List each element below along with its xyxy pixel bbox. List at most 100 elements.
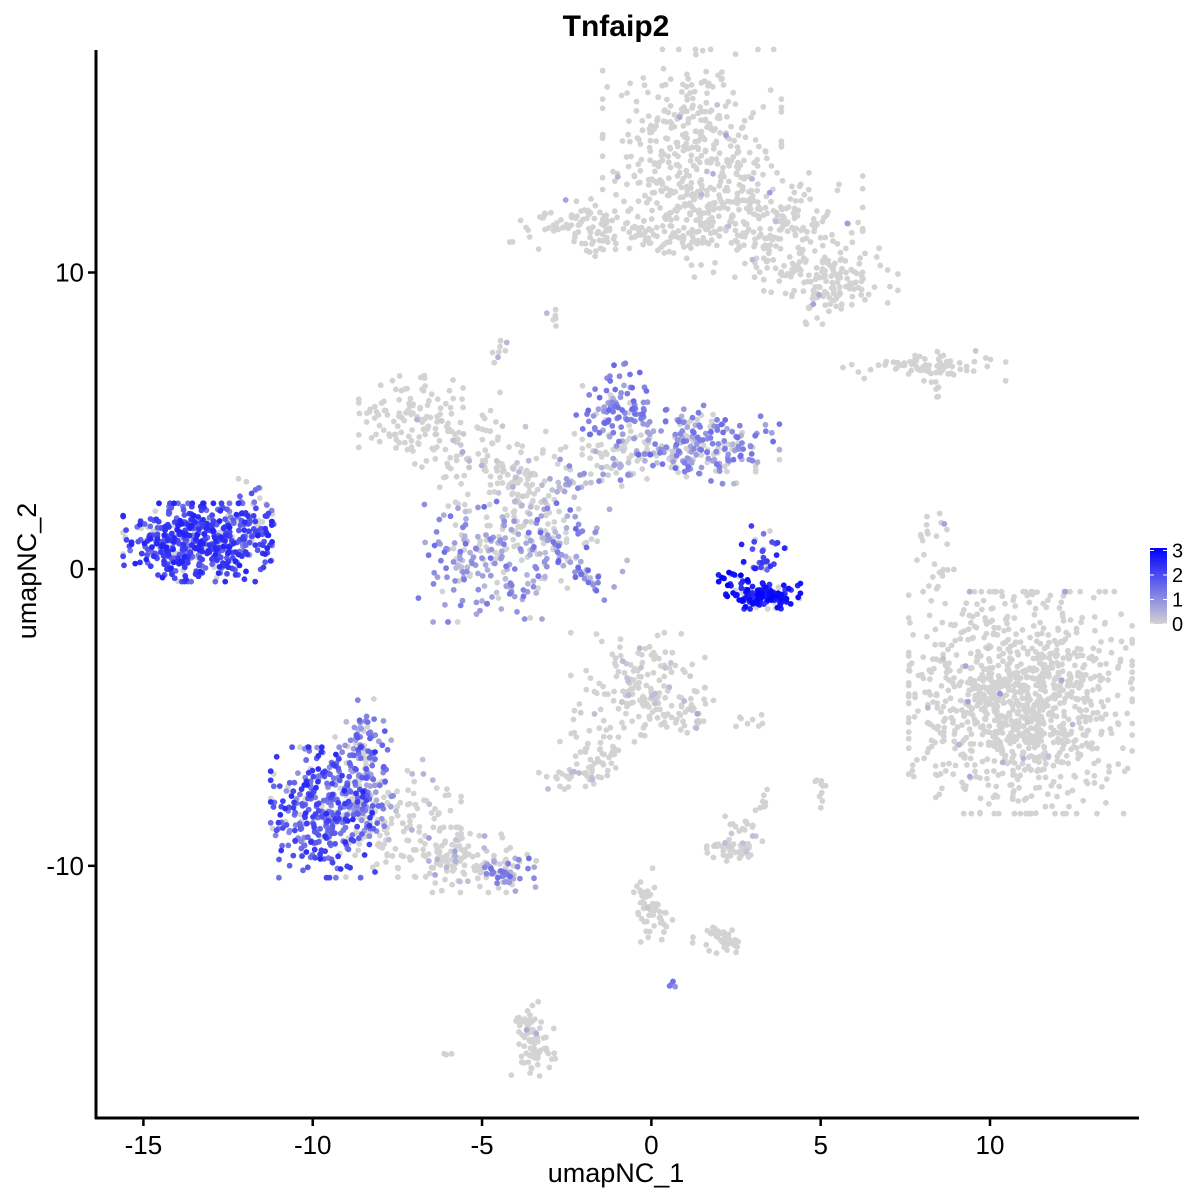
cell-point — [488, 865, 494, 872]
cell-point — [1129, 732, 1136, 738]
cell-point — [662, 81, 669, 88]
cell-point — [452, 848, 458, 855]
cell-point — [631, 889, 637, 896]
cell-point — [924, 513, 930, 520]
cell-point — [1006, 710, 1012, 716]
cell-point — [460, 569, 467, 576]
cell-point — [639, 466, 646, 472]
cell-point — [426, 801, 433, 808]
cell-point — [380, 764, 387, 771]
cell-point — [533, 1054, 540, 1060]
cell-point — [1102, 588, 1109, 595]
cell-point — [985, 645, 991, 652]
cell-point — [766, 189, 773, 196]
cell-point — [453, 453, 460, 460]
cell-point — [1060, 687, 1066, 693]
cell-point — [734, 150, 741, 156]
cell-point — [291, 827, 298, 834]
cell-point — [656, 908, 663, 915]
cell-point — [565, 784, 572, 790]
cell-point — [678, 630, 685, 637]
cell-point — [957, 697, 964, 704]
cell-point — [267, 558, 274, 564]
cell-point — [264, 502, 270, 508]
cell-point — [368, 435, 375, 441]
cell-point — [322, 833, 328, 839]
cell-point — [545, 225, 552, 231]
cell-point — [725, 457, 731, 464]
cell-point — [457, 442, 464, 448]
cell-point — [575, 564, 582, 571]
cell-point — [635, 909, 641, 916]
cell-point — [560, 562, 567, 569]
cell-point — [981, 634, 987, 641]
cell-point — [927, 692, 934, 698]
cell-point — [680, 406, 687, 412]
cell-point — [458, 798, 464, 805]
cell-point — [658, 152, 665, 159]
cell-point — [819, 321, 826, 327]
cell-point — [822, 302, 829, 309]
cell-point — [776, 421, 783, 427]
cell-point — [658, 936, 665, 943]
cell-point — [553, 500, 560, 507]
cell-point — [448, 410, 455, 417]
cell-point — [638, 224, 645, 231]
cell-point — [736, 181, 743, 188]
cell-point — [772, 218, 779, 225]
cell-point — [1118, 638, 1125, 645]
cell-point — [335, 853, 341, 860]
cell-point — [669, 917, 676, 923]
cell-point — [718, 76, 725, 83]
cell-point — [939, 738, 946, 745]
cell-point — [652, 160, 658, 166]
cell-point — [659, 461, 666, 467]
cell-point — [279, 825, 286, 831]
cell-point — [520, 587, 527, 593]
cell-point — [945, 687, 952, 694]
cell-point — [663, 909, 669, 916]
cell-point — [600, 733, 607, 740]
cell-point — [639, 411, 646, 417]
cell-point — [1053, 713, 1060, 720]
cell-point — [519, 493, 526, 500]
cell-point — [999, 748, 1006, 754]
cell-point — [432, 872, 438, 878]
cell-point — [799, 236, 806, 243]
cell-point — [272, 832, 279, 839]
cell-point — [1129, 669, 1136, 675]
cell-point — [475, 504, 481, 511]
cell-point — [734, 190, 741, 197]
cell-point — [624, 219, 631, 226]
cell-point — [484, 567, 491, 573]
cell-point — [692, 46, 699, 53]
cell-point — [977, 809, 983, 816]
cell-point — [789, 266, 796, 273]
cell-point — [1031, 744, 1038, 751]
cell-point — [1045, 665, 1052, 672]
cell-point — [473, 599, 480, 606]
cell-point — [502, 575, 509, 582]
cell-point — [778, 96, 785, 103]
cell-point — [612, 246, 619, 253]
cell-point — [396, 439, 403, 446]
cell-point — [592, 253, 599, 260]
cell-point — [601, 222, 608, 229]
cell-point — [363, 419, 370, 425]
cell-point — [776, 456, 783, 463]
cell-point — [942, 600, 949, 607]
cell-point — [538, 1019, 545, 1025]
cell-point — [548, 209, 554, 216]
cell-point — [850, 280, 856, 287]
cell-point — [1068, 730, 1074, 737]
cell-point — [483, 870, 490, 877]
cell-point — [570, 716, 577, 723]
cell-point — [624, 416, 630, 423]
cell-point — [1017, 810, 1024, 817]
cell-point — [721, 438, 728, 444]
cell-point — [518, 1059, 525, 1066]
cell-point — [222, 516, 229, 522]
cell-point — [217, 507, 224, 514]
cell-point — [1085, 727, 1092, 734]
cell-point — [286, 827, 293, 834]
